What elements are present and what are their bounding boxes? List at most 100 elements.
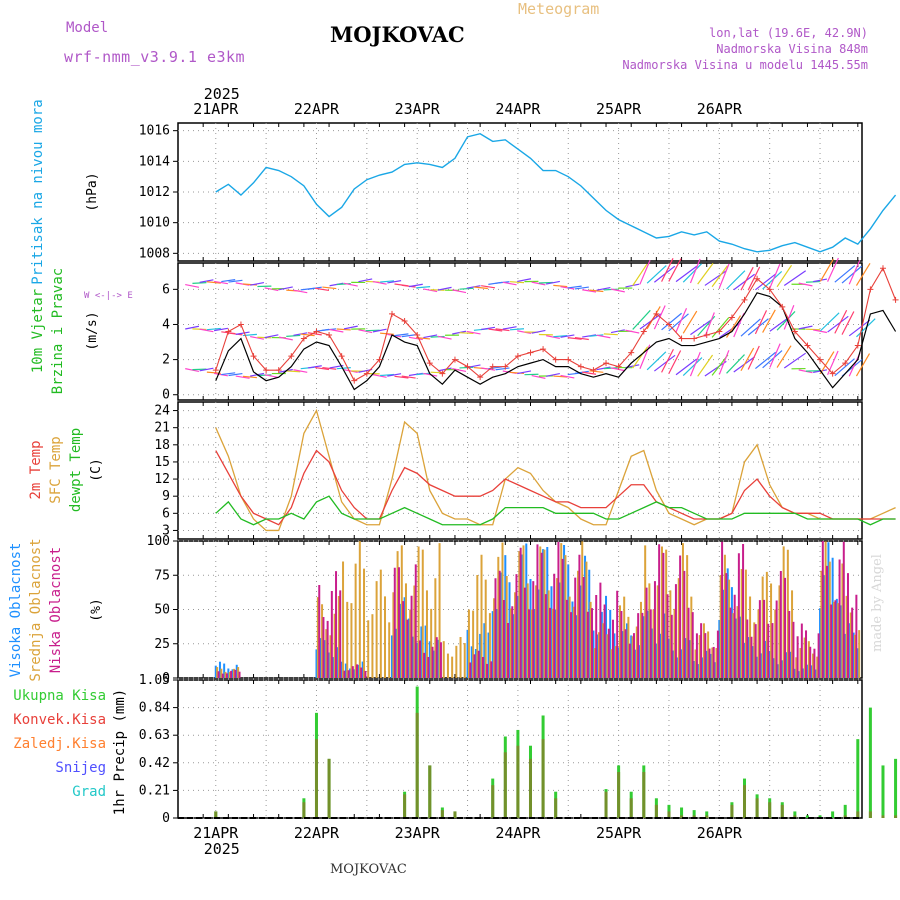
wind-arrow — [632, 309, 651, 330]
wind-arrow — [372, 374, 387, 378]
wind-arrow — [221, 372, 236, 376]
gust-marker — [451, 356, 458, 363]
gust-marker — [779, 303, 786, 310]
wind-arrow — [300, 333, 315, 337]
wind-arrow — [704, 270, 727, 286]
wind-arrow — [813, 329, 828, 334]
mid-cloud-title: Srednja Oblacnost — [28, 538, 44, 681]
wind-arrow — [574, 370, 589, 374]
day-label-bottom: 26APR — [697, 824, 743, 842]
gust-marker — [628, 349, 635, 356]
wind-arrow — [813, 278, 828, 283]
gust-marker — [426, 360, 433, 367]
precip-conv-bar — [604, 791, 608, 818]
wind-arrow — [589, 289, 604, 293]
wind-arrow — [336, 367, 351, 370]
wind-arrow — [798, 282, 813, 287]
wind-arrow — [718, 350, 730, 375]
wind-arrow — [690, 319, 713, 336]
wind-arrow — [257, 336, 272, 339]
gust-marker — [766, 286, 773, 293]
precip-total-bar — [831, 811, 835, 818]
wind-arrow — [293, 289, 308, 294]
gust-marker — [464, 363, 471, 370]
wind-arrow — [307, 332, 322, 336]
temp2m-title: 2m Temp — [28, 440, 44, 499]
gust-marker — [313, 328, 320, 335]
wind-arrow — [401, 284, 416, 288]
gust-marker — [250, 353, 257, 360]
wind-arrow — [545, 335, 560, 339]
wind-arrow — [718, 263, 730, 289]
wind-arrow — [589, 334, 604, 337]
wind-arrow — [769, 343, 781, 368]
precip-conv-bar — [705, 815, 709, 818]
gust-marker — [728, 314, 735, 321]
precip-legend-item: Ukupna Kisa — [13, 688, 106, 704]
precip-conv-bar — [780, 804, 784, 818]
footer-station: MOJKOVAC — [330, 862, 407, 877]
wind-arrow — [610, 288, 625, 293]
wind-arrow — [560, 374, 575, 379]
wind-arrow — [805, 328, 820, 331]
wind-arrow — [481, 285, 496, 289]
wind-arrow — [394, 333, 409, 337]
gust-marker — [263, 367, 270, 374]
wind-arrow — [488, 328, 503, 332]
gust-marker — [615, 363, 622, 370]
precip-total-bar — [692, 810, 696, 818]
wind-arrow — [704, 360, 727, 377]
wind-arrow — [553, 335, 568, 338]
y-tick-label: 2 — [162, 353, 170, 368]
dewpoint-line — [215, 495, 896, 526]
wind-arrow — [466, 330, 481, 335]
wind-arrow — [675, 265, 698, 283]
precip-conv-bar — [881, 815, 885, 818]
wind-arrow — [293, 332, 308, 336]
wind-arrow — [762, 309, 776, 333]
wind-arrow — [199, 328, 214, 333]
wind-arrow — [827, 257, 839, 282]
day-label-top: 25APR — [596, 100, 642, 118]
wind-arrow — [264, 334, 279, 339]
wind-arrow — [437, 335, 452, 340]
wind-arrow — [509, 281, 525, 284]
wind-arrow — [553, 284, 568, 288]
precip-legend-item: Konvek.Kisa — [13, 712, 106, 728]
wind-arrow — [517, 330, 532, 335]
wind-arrow — [596, 286, 611, 291]
gust-marker — [817, 356, 824, 363]
gust-marker — [804, 342, 811, 349]
precip-total-bar — [868, 707, 872, 818]
panel-frame — [177, 401, 863, 540]
precip-conv-bar — [692, 815, 696, 818]
dew-title: dewpt Temp — [68, 428, 84, 512]
y-tick-label: 24 — [154, 404, 170, 419]
wind-arrow — [776, 345, 792, 368]
gust-marker — [791, 328, 798, 335]
gust-marker — [892, 296, 899, 303]
wind-arrow — [250, 335, 265, 340]
wind-arrow — [755, 273, 777, 291]
wind-arrow — [661, 348, 674, 373]
precip-total-bar — [856, 739, 860, 818]
y-tick-label: 6 — [162, 282, 170, 297]
wind-arrow — [242, 375, 257, 379]
wind-arrow — [322, 286, 337, 290]
precip-conv-bar — [453, 811, 457, 818]
gust-marker — [754, 275, 761, 282]
precip-conv-bar — [214, 811, 218, 818]
wind-arrow — [560, 334, 575, 338]
wind-arrow — [481, 326, 496, 331]
wind-arrow — [582, 371, 597, 375]
gust-marker — [401, 317, 408, 324]
y-tick-label: 9 — [162, 489, 170, 504]
day-label-bottom: 24APR — [495, 824, 541, 842]
high-cloud-title: Visoka Oblacnost — [8, 543, 24, 678]
wind-arrow — [682, 357, 703, 377]
precip-conv-bar — [680, 815, 684, 818]
y-tick-label: 1008 — [139, 246, 170, 261]
wind-arrow — [841, 265, 863, 284]
precip-total-bar — [793, 811, 797, 818]
wind-arrow — [661, 258, 674, 282]
